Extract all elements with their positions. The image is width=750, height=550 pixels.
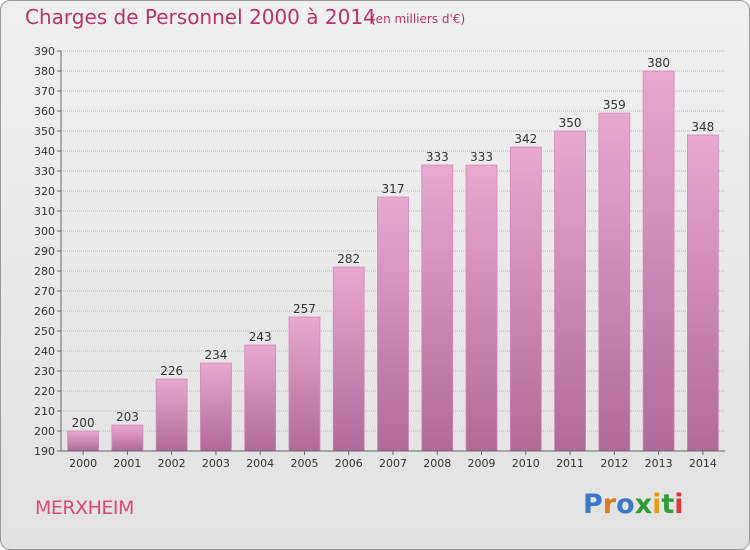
bar-value-label: 317 [382, 182, 405, 196]
bar [465, 164, 498, 452]
bar-value-label: 257 [293, 302, 316, 316]
bar-value-label: 350 [559, 116, 582, 130]
x-tick-label: 2011 [556, 457, 584, 470]
bar [377, 196, 409, 452]
y-tick-label: 370 [34, 85, 55, 98]
x-tick-label: 2008 [423, 457, 451, 470]
y-tick-label: 350 [34, 125, 55, 138]
x-tick-label: 2006 [335, 457, 363, 470]
bar-value-label: 282 [337, 252, 360, 266]
x-tick-label: 2013 [645, 457, 673, 470]
x-tick-label: 2005 [290, 457, 318, 470]
y-tick-label: 300 [34, 225, 55, 238]
bar [509, 146, 542, 452]
x-tick-label: 2004 [246, 457, 274, 470]
x-tick-label: 2007 [379, 457, 407, 470]
axes: 190 200 210 220 230 240 250 260 270 280 290 300 310 3… [34, 45, 725, 470]
x-tick-label: 2009 [468, 457, 496, 470]
y-tick-label: 200 [34, 425, 55, 438]
y-tick-label: 220 [34, 385, 55, 398]
y-tick-label: 340 [34, 145, 55, 158]
bar-value-label: 333 [426, 150, 449, 164]
bar [554, 130, 586, 452]
bar [244, 344, 277, 452]
y-tick-label: 210 [34, 405, 55, 418]
x-tick-label: 2014 [689, 457, 717, 470]
bar-value-label: 203 [116, 410, 139, 424]
bar [200, 362, 232, 452]
bar [642, 70, 675, 452]
bar-value-label: 200 [72, 416, 95, 430]
bar [421, 164, 454, 452]
x-tick-label: 2000 [69, 457, 97, 470]
y-tick-label: 360 [34, 105, 55, 118]
commune-name: MERXHEIM [35, 497, 134, 519]
chart-title: Charges de Personnel 2000 à 2014 [25, 5, 376, 29]
bar-value-label: 342 [514, 132, 537, 146]
bar-value-label: 226 [160, 364, 183, 378]
bar [155, 378, 188, 452]
y-tick-label: 330 [34, 165, 55, 178]
y-tick-label: 320 [34, 185, 55, 198]
bar-value-label: 359 [603, 98, 626, 112]
y-tick-label: 390 [34, 45, 55, 58]
bar [67, 430, 100, 452]
y-tick-label: 280 [34, 265, 55, 278]
y-tick-label: 190 [34, 445, 55, 458]
y-tick-label: 250 [34, 325, 55, 338]
x-tick-label: 2002 [158, 457, 186, 470]
bar-value-label: 243 [249, 330, 272, 344]
bar-value-label: 234 [204, 348, 227, 362]
bar-value-label: 348 [691, 120, 714, 134]
y-tick-label: 260 [34, 305, 55, 318]
bar [686, 134, 719, 452]
bars: 200 203 226 234 243 257 282 317 333 333 342 350 359 3… [67, 56, 719, 452]
y-tick-label: 270 [34, 285, 55, 298]
y-tick-label: 240 [34, 345, 55, 358]
bar-value-label: 333 [470, 150, 493, 164]
x-tick-label: 2010 [512, 457, 540, 470]
x-tick-label: 2012 [600, 457, 628, 470]
bar [288, 316, 321, 452]
chart-units: (en milliers d'€) [371, 12, 466, 26]
y-tick-label: 380 [34, 65, 55, 78]
y-tick-label: 310 [34, 205, 55, 218]
proxiti-logo[interactable]: Proxiti [583, 489, 684, 520]
x-tick-label: 2003 [202, 457, 230, 470]
y-tick-label: 230 [34, 365, 55, 378]
y-tick-label: 290 [34, 245, 55, 258]
x-tick-label: 2001 [113, 457, 141, 470]
bar [332, 266, 365, 452]
bar [111, 424, 144, 452]
bar-value-label: 380 [647, 56, 670, 70]
bar [598, 112, 631, 452]
